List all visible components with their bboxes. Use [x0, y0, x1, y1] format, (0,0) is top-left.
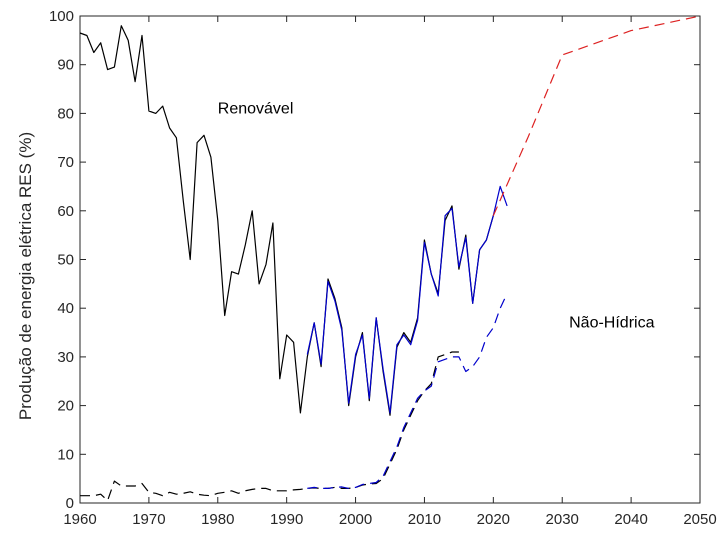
series-layer — [79, 15, 701, 502]
series-line-4 — [492, 15, 701, 216]
x-tick-label: 1980 — [201, 511, 234, 528]
x-tick-label: 1990 — [270, 511, 303, 528]
y-tick-label: 100 — [49, 8, 74, 25]
series-line-2 — [80, 351, 459, 502]
x-tick-label: 2000 — [339, 511, 372, 528]
annotation-nao-hidrica: Não-Hídrica — [569, 315, 654, 332]
series-line-0 — [79, 25, 494, 416]
y-tick-label: 90 — [57, 57, 74, 74]
series-line-1 — [306, 185, 508, 414]
annotation-renovavel: Renovável — [218, 100, 294, 117]
x-tick-label: 2030 — [546, 511, 579, 528]
y-tick-label: 10 — [57, 446, 74, 463]
x-tick-label: 2040 — [614, 511, 647, 528]
y-tick-label: 0 — [66, 495, 74, 512]
axis-ticks: 1960 1970 1980 1990 2000 2010 2020 2030 2040 2050… — [49, 8, 717, 528]
y-tick-label: 60 — [57, 203, 74, 220]
y-tick-label: 50 — [57, 252, 74, 269]
x-tick-label: 2020 — [477, 511, 510, 528]
x-tick-label: 1970 — [132, 511, 165, 528]
series-line-3 — [307, 293, 508, 489]
x-tick-label: 1960 — [63, 511, 96, 528]
y-tick-label: 40 — [57, 300, 74, 317]
x-tick-label: 2050 — [683, 511, 716, 528]
x-tick-label: 2010 — [408, 511, 441, 528]
plot-border — [79, 15, 701, 504]
y-axis-label: Produção de energia elétrica RES (%) — [16, 132, 35, 420]
y-tick-label: 80 — [57, 105, 74, 122]
plot-area — [79, 15, 701, 504]
y-tick-label: 70 — [57, 154, 74, 171]
y-tick-label: 20 — [57, 398, 74, 415]
y-tick-label: 30 — [57, 349, 74, 366]
